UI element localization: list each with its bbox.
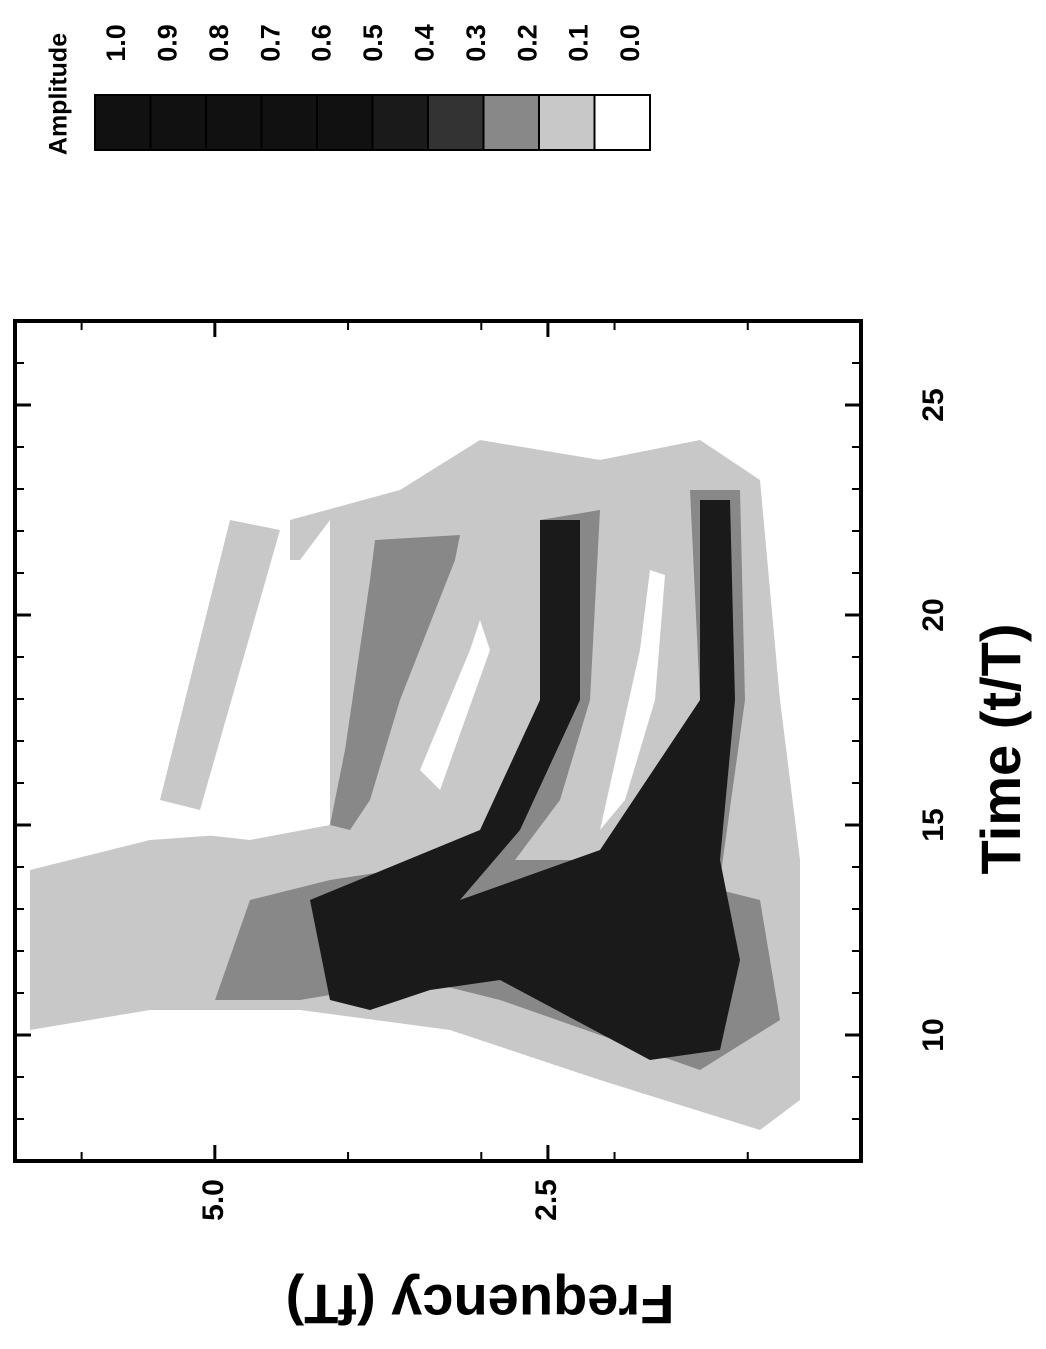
x-axis-title: Time (t/T): [969, 624, 1032, 875]
colorbar-tick-label: 0.1: [564, 24, 594, 62]
y-tick-label: 5.0: [197, 1179, 230, 1221]
x-tick-label: 15: [917, 808, 950, 841]
colorbar-tick-label: 0.9: [153, 24, 183, 62]
colorbar-segment: [316, 94, 374, 151]
colorbar-segment: [593, 94, 651, 151]
colorbar-tick-label: 0.3: [461, 24, 491, 62]
colorbar-segment: [538, 94, 596, 151]
colorbar-tick-label: 0.5: [358, 24, 388, 62]
x-tick-label: 20: [917, 598, 950, 631]
contour-region: [600, 570, 665, 830]
contour-region: [420, 620, 490, 790]
colorbar-tick-label: 0.4: [410, 24, 440, 62]
colorbar-tick-label: 0.8: [204, 24, 234, 62]
colorbar-tick-label: 1.0: [101, 24, 131, 62]
colorbar-segment: [482, 94, 540, 151]
chart-frame: 10 15 20 25 5.0 2.5 Time (t/T) Frequency (fT) Am…: [13, 24, 1032, 1336]
y-axis-title: Frequency (fT): [286, 1273, 675, 1336]
colorbar-title: Amplitude: [45, 33, 73, 155]
contour-region: [160, 520, 280, 810]
x-tick-label: 25: [917, 388, 950, 421]
contour-layer: [30, 440, 800, 1130]
x-tick-label: 10: [917, 1018, 950, 1051]
colorbar-segment: [149, 94, 207, 151]
colorbar-tick-label: 0.7: [255, 24, 285, 62]
colorbar-tick-label: 0.0: [615, 24, 645, 62]
colorbar-segment: [371, 94, 429, 151]
colorbar-tick-label: 0.6: [307, 24, 337, 62]
colorbar-segment: [427, 94, 485, 151]
colorbar-tick-label: 0.2: [512, 24, 542, 62]
contour-region: [310, 500, 740, 1060]
contour-region: [330, 535, 460, 830]
y-tick-label: 2.5: [530, 1179, 563, 1221]
colorbar-segment: [260, 94, 318, 151]
colorbar-segment: [205, 94, 263, 151]
colorbar-segment: [94, 94, 152, 151]
